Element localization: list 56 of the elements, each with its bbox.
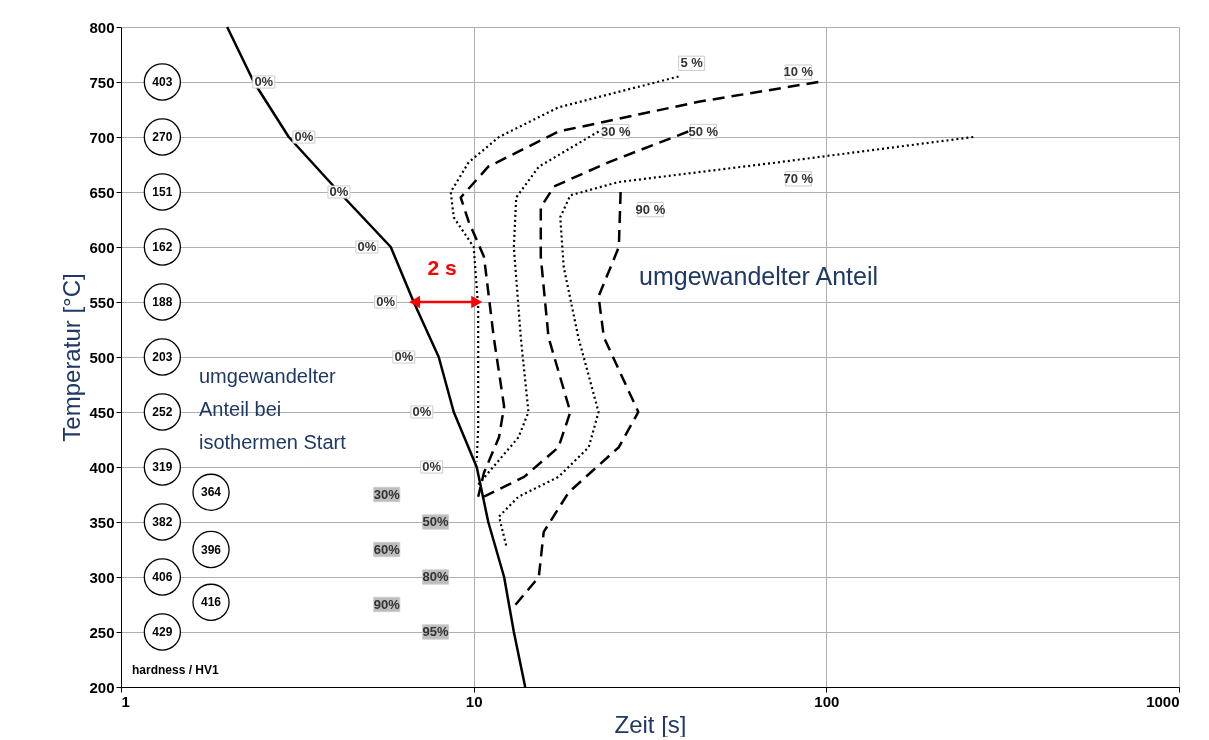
annotation: 0%	[357, 239, 377, 254]
y-tick-label: 200	[89, 678, 115, 696]
annotation: 50 %	[688, 123, 719, 139]
annotation: 364	[201, 485, 222, 500]
annotation: umgewandelter Anteil	[639, 262, 879, 290]
annotation: 0%	[422, 459, 442, 474]
y-tick-label: 800	[89, 18, 115, 36]
annotation: 90 %	[635, 201, 666, 217]
y-tick-label: 250	[89, 623, 115, 641]
annotation: 188	[152, 295, 173, 309]
annotation: 30%	[373, 486, 401, 502]
annotation: 70 %	[783, 170, 814, 186]
annotation: 90%	[373, 596, 401, 612]
annotation: 0%	[394, 349, 414, 364]
annotation: 50%	[422, 514, 450, 529]
annotation: hardness / HV1	[132, 663, 220, 677]
annotation: 0%	[376, 294, 396, 309]
x-axis-title: Zeit [s]	[614, 710, 687, 738]
annotation: 396	[201, 542, 222, 557]
annotation: 95%	[422, 624, 450, 639]
annotation: 203	[152, 350, 173, 364]
annotation: 319	[152, 460, 173, 474]
annotation: 162	[152, 240, 173, 254]
y-tick-label: 600	[89, 238, 115, 256]
y-tick-label: 650	[89, 183, 115, 201]
annotation: 429	[152, 625, 173, 639]
annotation: 406	[152, 570, 173, 584]
annotation: 252	[152, 405, 173, 419]
annotation: 30 %	[601, 123, 632, 139]
annotation: 5 %	[680, 55, 704, 71]
x-tick-label: 1000	[1146, 692, 1180, 710]
annotation: 270	[152, 130, 173, 144]
annotation: 60%	[373, 541, 401, 557]
annotation: 2 s	[427, 256, 457, 279]
y-tick-label: 350	[89, 513, 115, 531]
y-axis-title: Temperatur [°C]	[58, 273, 86, 442]
y-tick-label: 300	[89, 568, 115, 586]
annotation: umgewandelter Anteil bei isothermen Start	[199, 365, 347, 453]
y-tick-label: 500	[89, 348, 115, 366]
y-tick-label: 700	[89, 128, 115, 146]
y-tick-label: 750	[89, 73, 115, 91]
x-tick-label: 1	[121, 692, 130, 710]
annotation: 10 %	[783, 64, 814, 80]
annotation: 403	[152, 75, 173, 89]
annotation: 0%	[254, 74, 274, 89]
annotation: 151	[152, 185, 173, 199]
annotation: 416	[201, 595, 222, 610]
x-tick-label: 10	[465, 692, 483, 710]
y-tick-label: 400	[89, 458, 115, 476]
annotation: 80%	[422, 569, 450, 584]
y-tick-label: 550	[89, 293, 115, 311]
annotation: 0%	[412, 404, 432, 419]
annotation: 0%	[294, 129, 314, 144]
x-tick-label: 100	[814, 692, 840, 710]
annotation: 382	[152, 515, 173, 529]
y-tick-label: 450	[89, 403, 115, 421]
